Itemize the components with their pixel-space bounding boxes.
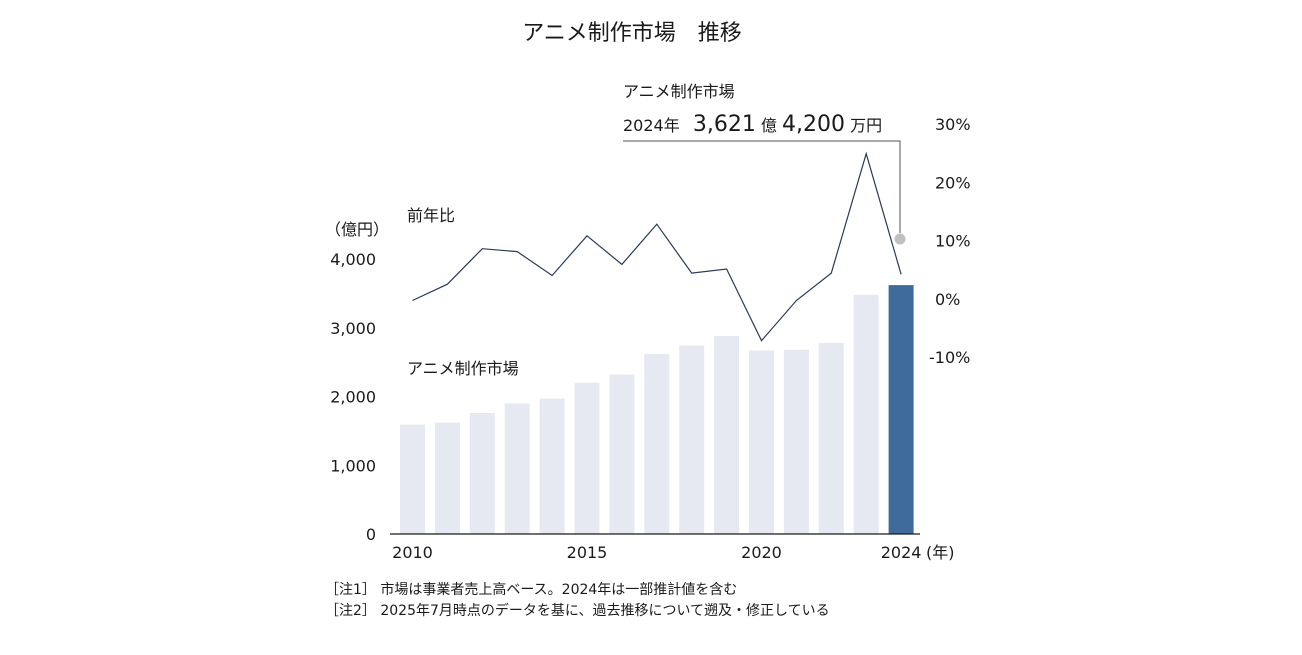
bar-series-label: アニメ制作市場 bbox=[407, 359, 519, 378]
left-tick-label: 3,000 bbox=[330, 319, 376, 338]
callout-marker bbox=[894, 233, 906, 245]
left-axis-unit: （億円） bbox=[325, 220, 389, 239]
right-tick-label: 20% bbox=[935, 173, 971, 192]
x-tick-label: 2015 bbox=[567, 543, 608, 562]
x-axis-ticks: 2010 2015 2020 2024 bbox=[392, 543, 921, 562]
left-tick-label: 2,000 bbox=[330, 388, 376, 407]
callout-unit1: 億 bbox=[761, 116, 777, 135]
x-axis-unit: (年) bbox=[926, 543, 955, 562]
x-tick-label: 2010 bbox=[392, 543, 433, 562]
bar-2015 bbox=[574, 382, 600, 535]
bar-2022 bbox=[818, 342, 844, 534]
callout-title: アニメ制作市場 bbox=[623, 82, 735, 101]
bar-2023 bbox=[853, 294, 879, 535]
bar-2014 bbox=[539, 398, 565, 534]
yoy-line bbox=[412, 151, 902, 342]
bar-2018 bbox=[679, 345, 705, 534]
right-tick-label: 10% bbox=[935, 232, 971, 251]
x-tick-label: 2020 bbox=[741, 543, 782, 562]
bar-2019 bbox=[714, 336, 740, 534]
bar-2012 bbox=[469, 413, 495, 534]
bar-2024 bbox=[888, 285, 914, 534]
callout-leader-line bbox=[623, 140, 901, 233]
x-tick-label: 2024 bbox=[881, 543, 922, 562]
bar-2016 bbox=[609, 374, 635, 534]
line-series-label: 前年比 bbox=[407, 206, 455, 225]
right-tick-label: 30% bbox=[935, 115, 971, 134]
callout-unit2: 万円 bbox=[850, 116, 882, 135]
bar-2021 bbox=[783, 349, 809, 535]
right-tick-label: -10% bbox=[929, 348, 970, 367]
chart-title: アニメ制作市場 推移 bbox=[522, 21, 742, 46]
bar-2020 bbox=[749, 350, 774, 534]
bar-series bbox=[400, 285, 914, 535]
note-2: ［注2］ 2025年7月時点のデータを基に、過去推移について遡及・修正している bbox=[325, 602, 830, 619]
callout-year: 2024年 bbox=[623, 116, 680, 135]
left-tick-label: 4,000 bbox=[330, 250, 376, 269]
bar-2011 bbox=[434, 422, 460, 534]
bar-2017 bbox=[644, 353, 670, 534]
callout-num2: 4,200 bbox=[782, 112, 845, 137]
left-axis-ticks: 4,000 3,000 2,000 1,000 0 bbox=[330, 250, 376, 544]
bar-2010 bbox=[400, 424, 425, 534]
note-1: ［注1］ 市場は事業者売上高ベース。2024年は一部推計値を含む bbox=[325, 581, 737, 598]
left-tick-label: 0 bbox=[366, 525, 376, 544]
left-tick-label: 1,000 bbox=[330, 456, 376, 475]
bar-2013 bbox=[504, 403, 530, 534]
callout-num1: 3,621 bbox=[693, 112, 756, 137]
right-tick-label: 0% bbox=[935, 290, 960, 309]
right-axis-ticks: 30% 20% 10% 0% -10% bbox=[929, 115, 971, 367]
callout-value: 2024年 3,621 億 4,200 万円 bbox=[623, 112, 882, 137]
